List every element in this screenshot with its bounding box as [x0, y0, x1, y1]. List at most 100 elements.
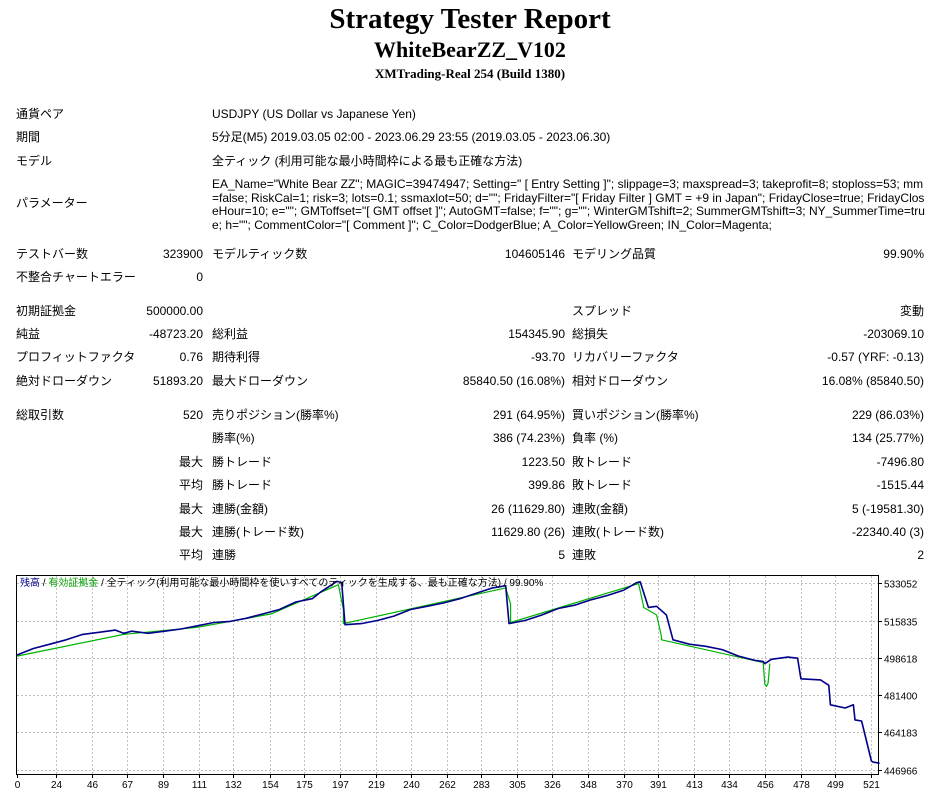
y-tick-label: 464183: [884, 729, 918, 740]
x-tick-label: 370: [616, 780, 633, 789]
x-tick-label: 434: [721, 780, 738, 789]
balance-chart: 533052 515835 498618 481400 464183 446966 0 24…: [15, 575, 918, 789]
legend-quality: 99.90%: [509, 578, 543, 589]
total-trades-value: 520: [182, 408, 203, 422]
loss-trades-value: 134 (25.77%): [851, 431, 924, 445]
period-label: 期間: [16, 130, 41, 144]
ticks-label: モデルティック数: [212, 247, 308, 261]
x-tick-label: 132: [225, 780, 242, 789]
gross-profit-value: 154345.90: [508, 327, 565, 341]
max-consecutive-profit-label: 連勝(トレード数): [212, 525, 304, 539]
legend-balance: 残高: [20, 576, 40, 589]
mismatch-errors-value: 0: [196, 270, 203, 284]
ticks-value: 104605146: [504, 247, 565, 261]
x-tick-label: 111: [192, 780, 208, 789]
max-consecutive-row-label: 最大: [178, 502, 203, 516]
relative-drawdown-label: 相対ドローダウン: [572, 374, 669, 388]
x-tick-label: 46: [87, 780, 99, 789]
x-tick-label: 197: [332, 780, 349, 789]
y-tick-label: 515835: [884, 618, 918, 629]
expected-payoff-label: 期待利得: [212, 350, 261, 364]
short-positions-label: 売りポジション(勝率%): [212, 408, 339, 422]
x-tick-label: 0: [15, 780, 21, 789]
long-positions-value: 229 (86.03%): [851, 408, 924, 422]
balance-line: [16, 580, 880, 764]
relative-drawdown-value: 16.08% (85840.50): [821, 374, 924, 388]
average-consecutive-losses-label: 連敗: [572, 548, 597, 562]
largest-row-label: 最大: [178, 455, 203, 469]
gross-loss-label: 総損失: [572, 327, 609, 341]
deposit-label: 初期証拠金: [16, 304, 77, 318]
max-consecutive-profit-value: 11629.80 (26): [491, 525, 565, 539]
grid: [17, 576, 878, 774]
average-consecutive-wins-label: 連勝: [212, 548, 237, 562]
x-tick-label: 240: [403, 780, 420, 789]
gross-profit-label: 総利益: [212, 327, 249, 341]
max-consecutive-amount-row-label: 最大: [178, 525, 203, 539]
spread-value: 変動: [899, 304, 924, 318]
period-value: 5分足(M5) 2019.03.05 02:00 - 2023.06.29 23…: [212, 130, 611, 144]
largest-loss-value: -7496.80: [876, 455, 924, 469]
profit-trades-label: 勝率(%): [212, 431, 255, 445]
max-consecutive-loss-value: -22340.40 (3): [851, 525, 924, 539]
server-build: XMTrading-Real 254 (Build 1380): [374, 66, 566, 81]
mismatch-errors-label: 不整合チャートエラー: [16, 270, 136, 284]
x-tick-label: 348: [580, 780, 597, 789]
x-tick-label: 478: [793, 780, 810, 789]
legend-sep: /: [40, 578, 48, 589]
y-tick-label: 481400: [884, 692, 918, 703]
symbol-value: USDJPY (US Dollar vs Japanese Yen): [212, 107, 416, 121]
average-profit-value: 399.86: [528, 478, 565, 492]
x-tick-label: 175: [296, 780, 313, 789]
loss-trades-label: 負率 (%): [572, 431, 618, 445]
maximal-drawdown-label: 最大ドローダウン: [212, 374, 309, 388]
y-axis: 533052 515835 498618 481400 464183 446966: [878, 580, 918, 778]
y-tick-label: 533052: [884, 580, 918, 591]
x-tick-label: 283: [473, 780, 490, 789]
legend-sep: /: [98, 578, 106, 589]
x-tick-label: 305: [509, 780, 526, 789]
gross-loss-value: -203069.10: [863, 327, 924, 341]
spread-label: スプレッド: [572, 304, 633, 318]
equity-line: [16, 583, 771, 688]
average-consecutive-losses-value: 2: [917, 548, 924, 562]
legend-equity: 有効証拠金: [48, 576, 98, 589]
max-consecutive-loss-label: 連敗(トレード数): [572, 525, 664, 539]
y-tick-label: 498618: [884, 655, 918, 666]
model-label: モデル: [16, 154, 53, 168]
profit-trades-value: 386 (74.23%): [492, 431, 565, 445]
x-tick-label: 219: [368, 780, 385, 789]
short-positions-value: 291 (64.95%): [492, 408, 565, 422]
params-label: パラメーター: [16, 196, 88, 210]
largest-loss-label: 敗トレード: [572, 455, 633, 469]
profit-factor-label: プロフィットファクタ: [16, 350, 136, 364]
maximal-drawdown-value: 85840.50 (16.08%): [462, 374, 565, 388]
x-tick-label: 521: [863, 780, 880, 789]
x-axis: 0 24 46 67 89 111 132 154 175 197 219 240 262 283 305 3…: [15, 774, 880, 789]
absolute-drawdown-label: 絶対ドローダウン: [16, 374, 113, 388]
recovery-factor-value: -0.57 (YRF: -0.13): [827, 350, 924, 364]
params-value: EA_Name="White Bear ZZ"; MAGIC=39474947;…: [212, 177, 925, 232]
x-tick-label: 89: [158, 780, 170, 789]
profit-factor-value: 0.76: [179, 350, 203, 364]
x-tick-label: 326: [544, 780, 561, 789]
x-tick-label: 24: [51, 780, 63, 789]
modeling-quality-value: 99.90%: [883, 247, 924, 261]
average-profit-label: 勝トレード: [212, 478, 273, 492]
average-loss-value: -1515.44: [876, 478, 924, 492]
long-positions-label: 買いポジション(勝率%): [572, 408, 699, 422]
bars-label: テストバー数: [16, 247, 89, 261]
absolute-drawdown-value: 51893.20: [152, 374, 203, 388]
net-profit-label: 純益: [16, 327, 41, 341]
modeling-quality-label: モデリング品質: [572, 247, 657, 261]
chart-legend: 残高 / 有効証拠金 / 全ティック(利用可能な最小時間枠を使いすべてのティック…: [20, 576, 543, 589]
max-consecutive-losses-value: 5 (-19581.30): [851, 502, 924, 516]
x-tick-label: 391: [650, 780, 667, 789]
legend-model: 全ティック(利用可能な最小時間枠を使いすべてのティックを生成する、最も正確な方法…: [107, 576, 501, 589]
total-trades-label: 総取引数: [16, 408, 65, 422]
x-tick-label: 154: [262, 780, 279, 789]
recovery-factor-label: リカバリーファクタ: [572, 350, 679, 364]
symbol-label: 通貨ペア: [16, 107, 65, 121]
y-tick-label: 446966: [884, 767, 918, 778]
average-loss-label: 敗トレード: [572, 478, 633, 492]
